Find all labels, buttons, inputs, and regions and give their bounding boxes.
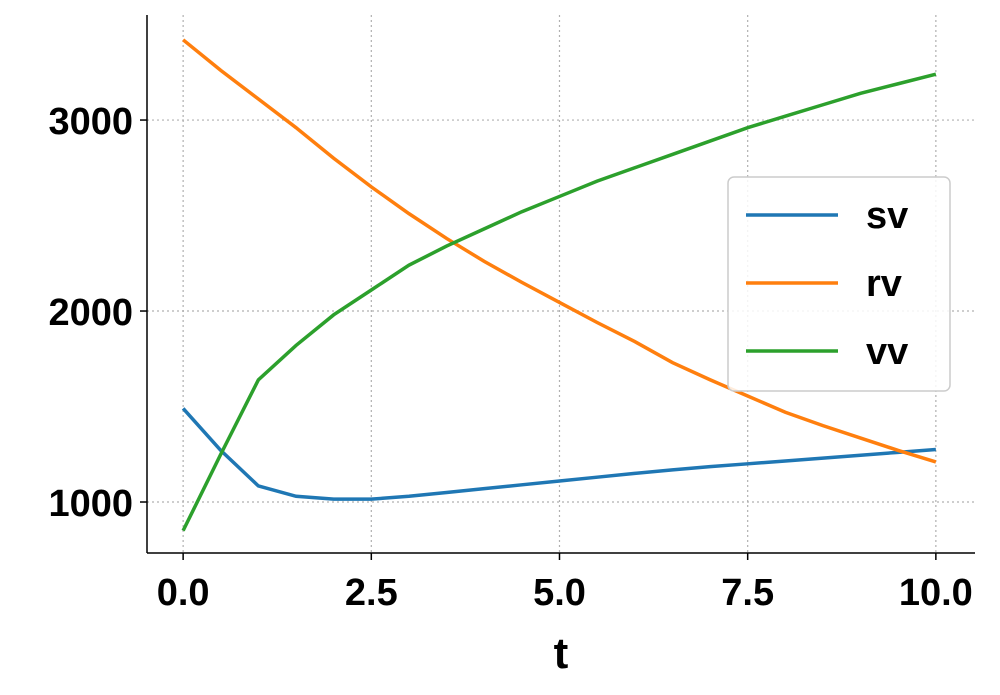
x-tick-label: 2.5 bbox=[345, 572, 398, 614]
x-axis-label: t bbox=[554, 629, 569, 678]
line bbox=[181, 407, 936, 501]
legend-label: sv bbox=[866, 195, 908, 237]
x-tick-label: 10.0 bbox=[899, 572, 973, 614]
x-tick-label: 7.5 bbox=[721, 572, 774, 614]
legend-box bbox=[727, 176, 951, 392]
y-tick-label: 1000 bbox=[48, 483, 133, 525]
x-tick-label: 0.0 bbox=[157, 572, 210, 614]
y-tick-label: 2000 bbox=[48, 292, 133, 334]
legend-label: vv bbox=[866, 331, 908, 373]
legend: sv rv vv bbox=[727, 176, 951, 392]
x-tick-label: 5.0 bbox=[533, 572, 586, 614]
y-tick-label: 3000 bbox=[48, 101, 133, 143]
legend-label: rv bbox=[866, 263, 902, 305]
line bbox=[182, 38, 937, 464]
line bbox=[181, 72, 937, 532]
